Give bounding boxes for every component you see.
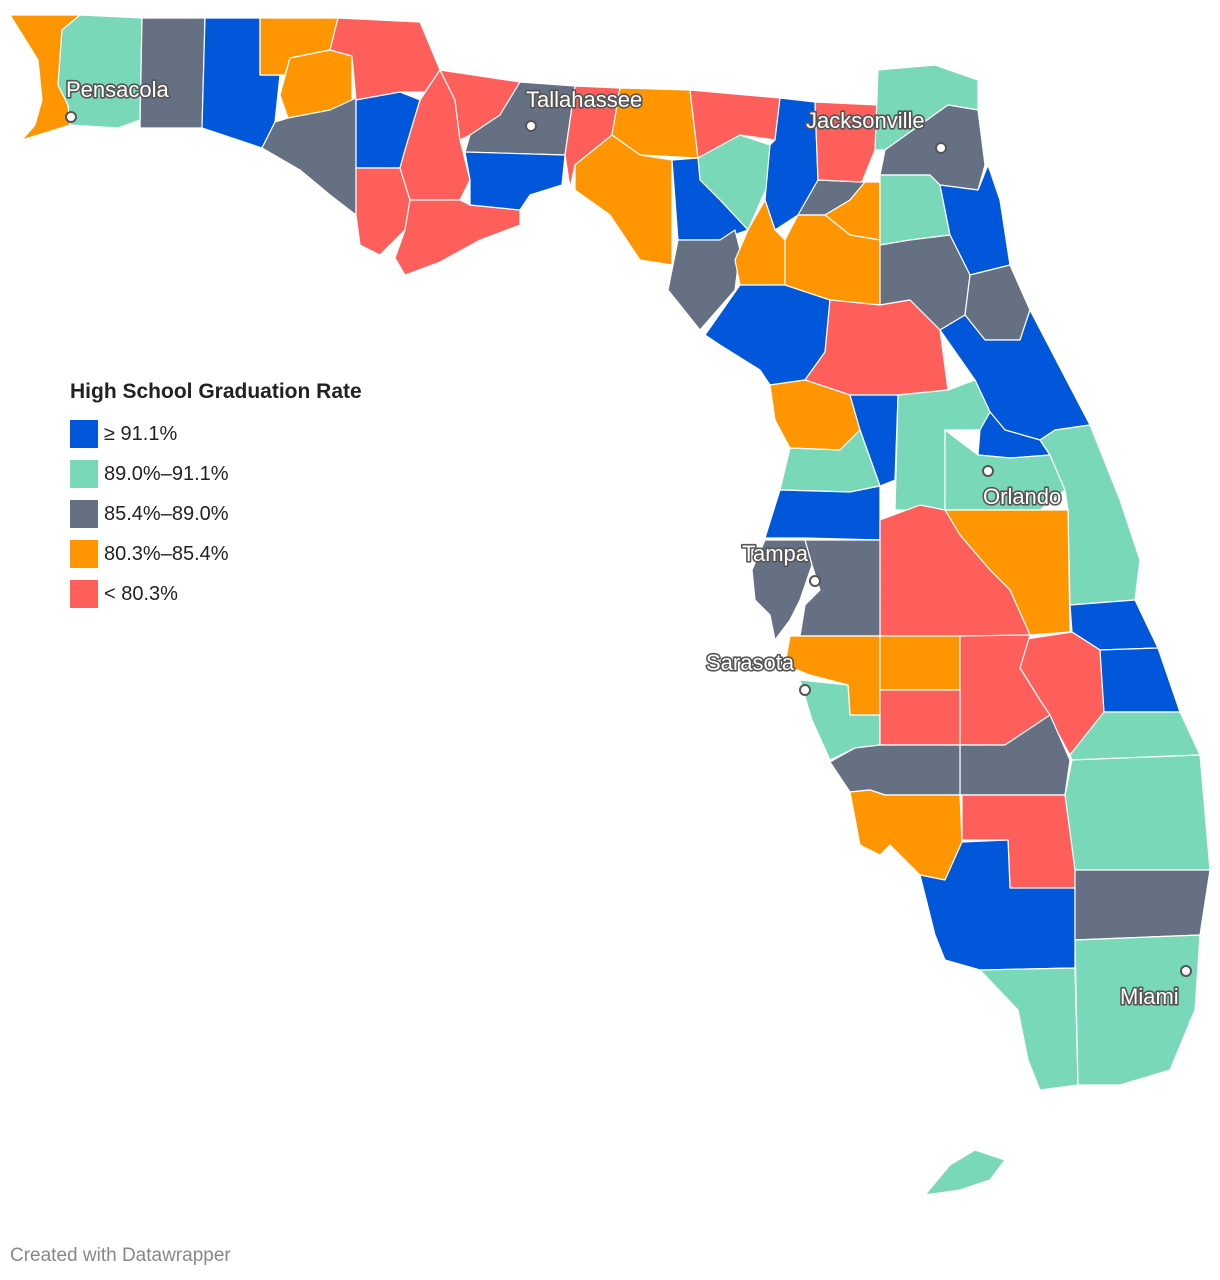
legend-swatch [70,500,98,528]
legend-swatch [70,420,98,448]
legend-swatch [70,540,98,568]
city-dot-pensacola [65,111,77,123]
county-shapes [9,14,1211,1196]
city-dot-miami [1180,965,1192,977]
city-tampa: Tampa [740,539,821,587]
county-hamilton [689,89,781,159]
legend-label: ≥ 91.1% [104,422,178,445]
city-label-sarasota: Sarasota [706,650,795,675]
city-label-jacksonville: Jacksonville [806,108,925,133]
county-charlotte [829,744,961,796]
legend-item: < 80.3% [70,574,362,614]
city-label-tallahassee: Tallahassee [526,87,642,112]
city-miami: Miami [1118,965,1192,1011]
legend-label: 80.3%–85.4% [104,542,229,565]
county-hillsborough [799,539,881,637]
legend-item: 80.3%–85.4% [70,534,362,574]
city-jacksonville: Jacksonville [804,106,947,154]
city-tallahassee: Tallahassee [524,85,644,132]
legend-title: High School Graduation Rate [70,380,362,403]
county-okaloosa [139,17,206,129]
city-pensacola: Pensacola [64,75,171,123]
city-orlando: Orlando [981,465,1063,511]
county-monroe-keys-chain [1029,1019,1191,1173]
legend-swatch [70,580,98,608]
county-sumter [849,394,899,487]
county-madison [611,87,699,159]
county-hardee [879,635,961,691]
city-sarasota: Sarasota [704,648,811,696]
county-monroe-mainland [979,967,1079,1091]
county-pinellas [751,539,813,641]
city-label-pensacola: Pensacola [66,77,170,102]
county-miami-dade [1074,934,1201,1086]
city-label-miami: Miami [1120,984,1179,1009]
city-dot-sarasota [799,684,811,696]
county-palm-beach [1064,754,1211,871]
county-broward [1074,869,1211,941]
legend-swatch [70,460,98,488]
city-dot-jacksonville [935,142,947,154]
county-wakulla [464,151,566,211]
legend-label: 85.4%–89.0% [104,502,229,525]
county-franklin [394,199,521,276]
city-dot-tallahassee [525,120,537,132]
legend: High School Graduation Rate ≥ 91.1% 89.0… [70,380,362,614]
county-pasco [764,485,881,541]
city-dot-tampa [809,575,821,587]
county-taylor [574,134,673,266]
legend-label: < 80.3% [104,582,178,605]
legend-item: 85.4%–89.0% [70,494,362,534]
city-dot-orlando [982,465,994,477]
county-monroe-keys [924,1149,1006,1196]
credit-text[interactable]: Created with Datawrapper [10,1245,231,1266]
legend-item: 89.0%–91.1% [70,454,362,494]
city-label-orlando: Orlando [983,484,1061,509]
county-desoto [879,689,961,746]
county-lee [849,789,963,881]
city-label-tampa: Tampa [742,541,809,566]
legend-item: ≥ 91.1% [70,414,362,454]
legend-label: 89.0%–91.1% [104,462,229,485]
county-st-lucie [1099,647,1181,713]
county-baker [814,101,879,183]
